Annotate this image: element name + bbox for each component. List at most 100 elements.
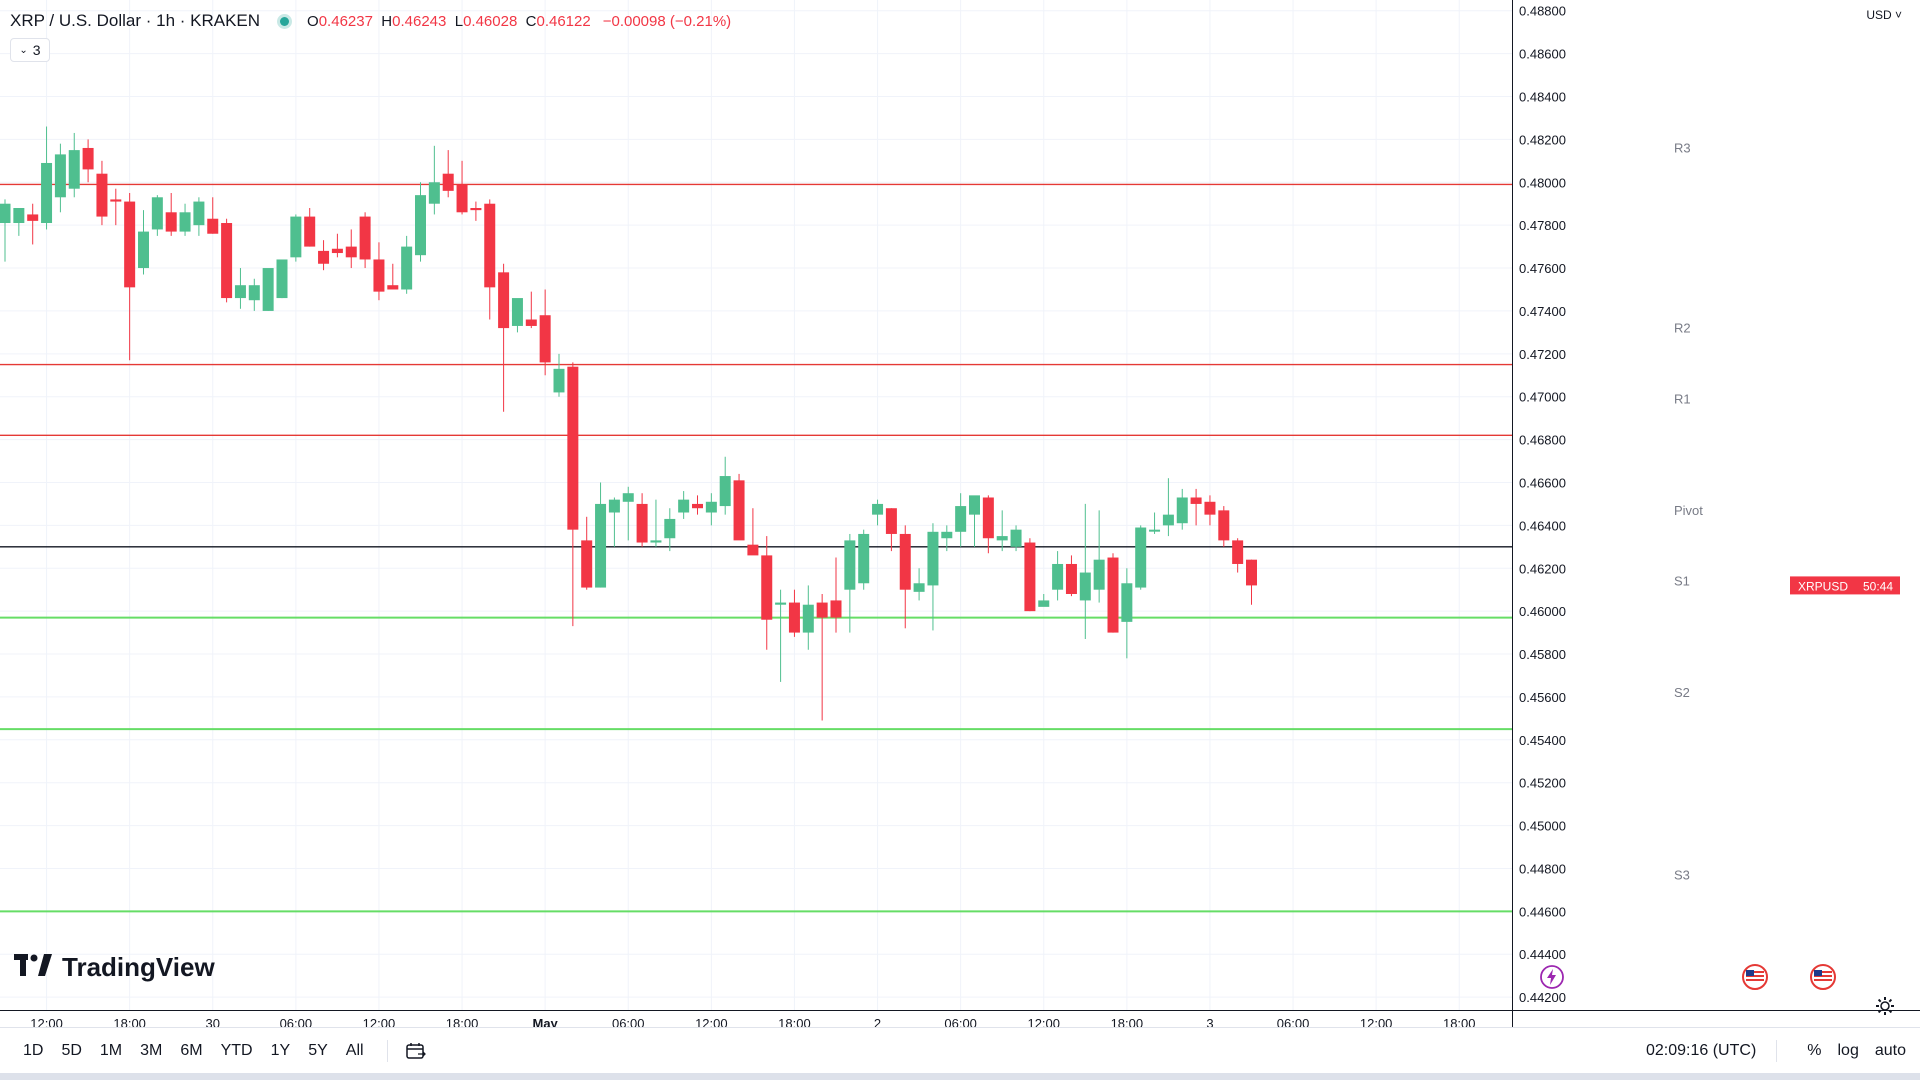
candle[interactable] (705, 493, 717, 526)
candle[interactable] (816, 593, 828, 721)
auto-scale-toggle[interactable]: auto (1874, 1041, 1906, 1059)
candle[interactable] (498, 263, 510, 412)
candle[interactable] (193, 197, 205, 236)
range-5y-button[interactable]: 5Y (308, 1041, 328, 1059)
candle[interactable] (456, 160, 468, 215)
candle[interactable] (318, 240, 330, 271)
candle[interactable] (138, 210, 149, 275)
gear-icon[interactable] (1875, 996, 1895, 1016)
candle[interactable] (941, 525, 953, 552)
range-3m-button[interactable]: 3M (140, 1041, 163, 1059)
candle[interactable] (415, 182, 426, 262)
candle[interactable] (151, 195, 163, 236)
candle[interactable] (1204, 495, 1216, 526)
candle[interactable] (678, 491, 690, 519)
candle[interactable] (636, 493, 648, 547)
candle[interactable] (844, 533, 856, 633)
range-6m-button[interactable]: 6M (180, 1041, 203, 1059)
candle[interactable] (1218, 506, 1230, 547)
candle[interactable] (525, 291, 537, 329)
candle[interactable] (27, 203, 39, 245)
candle[interactable] (913, 568, 925, 601)
candle[interactable] (539, 289, 551, 376)
range-5d-button[interactable]: 5D (61, 1041, 82, 1059)
candle[interactable] (82, 139, 94, 183)
candle[interactable] (1176, 488, 1188, 530)
candle[interactable] (1010, 525, 1022, 552)
candle[interactable] (54, 143, 66, 213)
range-all-button[interactable]: All (345, 1041, 364, 1059)
candle[interactable] (207, 197, 219, 234)
candle[interactable] (1065, 555, 1077, 597)
candle[interactable] (1121, 568, 1133, 659)
candle[interactable] (553, 353, 565, 397)
candle[interactable] (290, 214, 302, 262)
candle[interactable] (1079, 503, 1091, 640)
candle[interactable] (345, 229, 357, 269)
candle[interactable] (927, 523, 939, 631)
candle[interactable] (96, 160, 108, 226)
candle[interactable] (581, 516, 593, 590)
candle[interactable] (872, 499, 884, 526)
log-scale-toggle[interactable]: log (1837, 1041, 1859, 1059)
range-1m-button[interactable]: 1M (99, 1041, 123, 1059)
candle[interactable] (401, 235, 413, 294)
candle[interactable] (248, 278, 260, 311)
candle[interactable] (955, 493, 967, 547)
candle[interactable] (1149, 512, 1161, 534)
candle[interactable] (899, 525, 911, 629)
candle[interactable] (234, 268, 246, 309)
candle[interactable] (982, 495, 994, 554)
candle[interactable] (511, 298, 523, 333)
candle[interactable] (484, 199, 496, 320)
candle[interactable] (1093, 510, 1105, 603)
candle[interactable] (41, 126, 53, 230)
candle[interactable] (387, 263, 399, 290)
candle[interactable] (1038, 593, 1050, 607)
candle[interactable] (1232, 538, 1244, 573)
candle[interactable] (1135, 525, 1147, 590)
candle[interactable] (996, 510, 1008, 552)
calendar-goto-icon[interactable] (404, 1041, 428, 1061)
candle[interactable] (733, 473, 745, 541)
candle[interactable] (1162, 478, 1174, 537)
range-1y-button[interactable]: 1Y (270, 1041, 291, 1059)
candle[interactable] (13, 208, 25, 236)
candle[interactable] (68, 132, 80, 198)
candle[interactable] (165, 192, 177, 236)
candle[interactable] (1052, 551, 1064, 601)
candle[interactable] (373, 242, 385, 301)
candles[interactable] (0, 126, 1257, 721)
candle[interactable] (1107, 553, 1119, 633)
candle[interactable] (442, 150, 454, 198)
us-flag-event-icon[interactable] (1809, 963, 1837, 991)
candle[interactable] (719, 456, 731, 515)
candle[interactable] (622, 486, 634, 541)
market-status-icon[interactable] (280, 16, 290, 26)
candle[interactable] (428, 145, 440, 215)
candle[interactable] (858, 529, 870, 590)
candle[interactable] (359, 212, 371, 269)
candle[interactable] (608, 497, 620, 547)
candle[interactable] (775, 589, 787, 682)
candle[interactable] (276, 259, 288, 299)
candle[interactable] (0, 199, 11, 262)
percent-scale-toggle[interactable]: % (1807, 1041, 1822, 1059)
candle[interactable] (567, 362, 579, 627)
candle[interactable] (650, 499, 662, 547)
candle[interactable] (692, 495, 703, 515)
range-1d-button[interactable]: 1D (23, 1041, 44, 1059)
candle[interactable] (830, 557, 842, 633)
tradingview-logo[interactable]: TradingView (14, 952, 215, 982)
candle[interactable] (1246, 559, 1257, 605)
candle[interactable] (304, 208, 316, 247)
indicators-toggle-button[interactable]: ⌄ 3 (10, 38, 50, 62)
candle[interactable] (761, 536, 773, 650)
candle[interactable] (1190, 488, 1202, 526)
us-flag-event-icon[interactable] (1741, 963, 1769, 991)
range-ytd-button[interactable]: YTD (220, 1041, 253, 1059)
candle[interactable] (802, 585, 814, 650)
candle[interactable] (179, 203, 191, 236)
candle[interactable] (262, 268, 274, 311)
